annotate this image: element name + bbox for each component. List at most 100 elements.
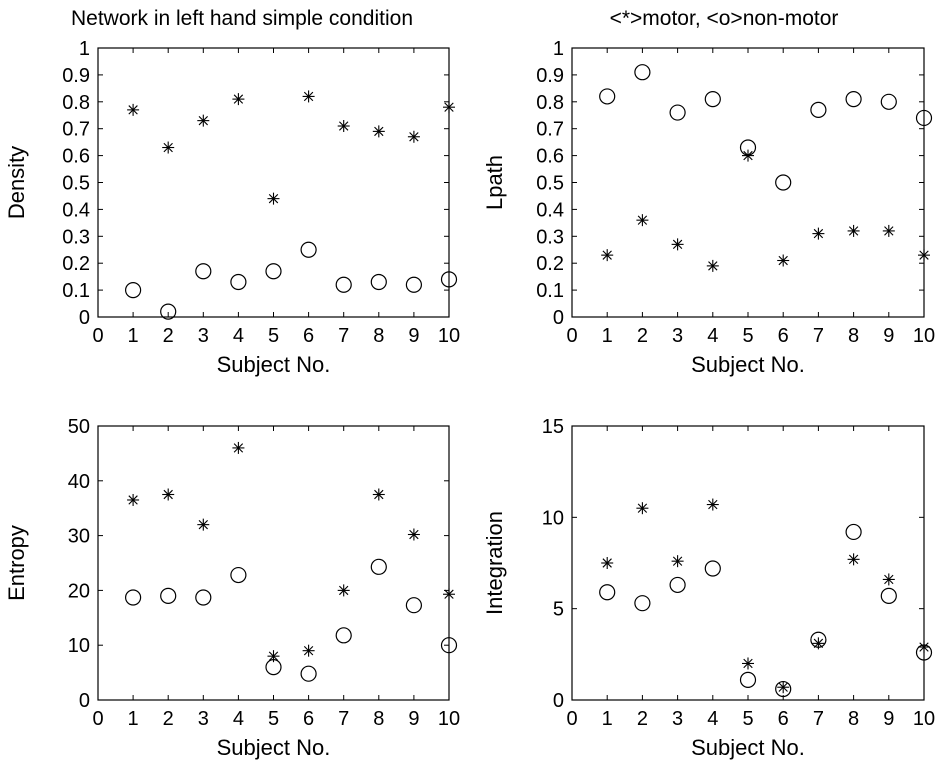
non-motor-point [265,659,282,676]
motor-point [882,573,895,586]
non-motor-point [704,560,721,577]
x-axis-label: Subject No. [691,735,805,760]
motor-point [197,518,210,531]
y-tick-label: 0.3 [536,226,564,248]
non-motor-point [739,671,757,689]
x-tick-label: 7 [813,708,824,730]
non-motor-point [440,637,458,654]
y-tick-label: 0.7 [536,119,564,141]
non-motor-point [160,587,177,604]
y-tick-label: 0.5 [62,173,90,195]
y-tick-label: 0.5 [536,173,564,195]
y-tick-label: 0.9 [62,65,90,87]
chart-title: <*>motor, <o>non-motor [610,7,839,30]
non-motor-point [265,263,282,280]
chart-panel-3: 0 1 2 3 4 5 6 7 8 9 10 0 10 20 30 40 50 Subject No. Entrop… [4,416,460,760]
x-tick-label: 10 [438,708,460,730]
non-motor-point [405,597,422,614]
x-tick-label: 0 [92,325,103,347]
motor-point [636,214,649,227]
non-motor-point [810,101,827,118]
x-tick-label: 4 [233,325,244,347]
non-motor-point [300,665,317,682]
x-tick-label: 4 [233,708,244,730]
x-tick-label: 1 [602,708,613,730]
x-tick-label: 10 [913,325,935,347]
x-axis-label: Subject No. [691,352,805,377]
plot-frame [97,47,450,318]
x-tick-label: 5 [742,325,753,347]
y-tick-label: 0.4 [62,199,90,221]
motor-point [847,553,860,566]
non-motor-point [669,576,686,594]
x-tick-label: 1 [128,708,139,730]
motor-point [671,555,684,568]
motor-point [302,90,315,103]
x-tick-label: 8 [373,325,384,347]
motor-point [267,650,280,663]
x-tick-label: 0 [566,325,577,347]
x-tick-label: 8 [848,325,859,347]
x-tick-label: 0 [566,708,577,730]
x-tick-label: 9 [883,708,894,730]
x-tick-label: 8 [373,708,384,730]
motor-point [407,130,420,143]
non-motor-point [704,91,721,108]
motor-point [127,493,140,506]
y-axis-label: Density [4,146,29,219]
motor-point [407,528,420,541]
x-tick-label: 9 [408,325,419,347]
motor-point [882,224,895,237]
motor-point [777,254,790,267]
x-tick-label: 7 [338,708,349,730]
chart-panel-4: 0 1 2 3 4 5 6 7 8 9 10 0 5 10 15 Subject No. Integration [482,416,935,760]
y-tick-label: 10 [68,635,90,657]
y-axis-label: Lpath [482,155,507,210]
y-tick-label: 15 [542,416,564,438]
motor-point [232,93,245,106]
motor-point [443,588,455,601]
non-motor-point [125,589,142,606]
motor-point [232,441,245,454]
motor-point [162,488,175,501]
non-motor-point [335,627,352,644]
non-motor-point [634,64,651,81]
non-motor-point [300,241,317,258]
x-tick-label: 7 [338,325,349,347]
y-tick-label: 0.1 [62,280,90,302]
y-tick-label: 0.6 [536,146,564,168]
motor-point [337,120,350,133]
x-tick-label: 3 [672,708,683,730]
x-tick-label: 5 [268,708,279,730]
y-tick-label: 0.9 [536,65,564,87]
y-tick-label: 0.8 [536,92,564,114]
y-tick-label: 0 [79,307,90,329]
x-tick-label: 6 [303,708,314,730]
y-tick-label: 0 [553,690,564,712]
y-tick-label: 0 [79,690,90,712]
y-tick-label: 40 [68,471,90,493]
motor-point [706,259,719,272]
x-axis-label: Subject No. [217,352,331,377]
motor-point [162,141,175,154]
x-tick-label: 2 [637,325,648,347]
x-tick-label: 4 [707,325,718,347]
y-tick-label: 5 [553,599,564,621]
x-tick-label: 7 [813,325,824,347]
x-tick-label: 4 [707,708,718,730]
motor-point [671,238,684,251]
y-tick-label: 0.4 [536,199,564,221]
non-motor-point [230,566,247,584]
motor-point [372,488,385,501]
y-tick-label: 0.2 [536,253,564,275]
motor-point [601,557,614,569]
x-tick-label: 8 [848,708,859,730]
non-motor-point [845,523,862,541]
y-tick-label: 0.7 [62,119,90,141]
non-motor-point [810,631,827,648]
non-motor-point [880,93,897,110]
x-tick-label: 2 [637,708,648,730]
non-motor-point [195,589,212,606]
y-tick-label: 0 [553,307,564,329]
x-tick-label: 6 [778,708,789,730]
